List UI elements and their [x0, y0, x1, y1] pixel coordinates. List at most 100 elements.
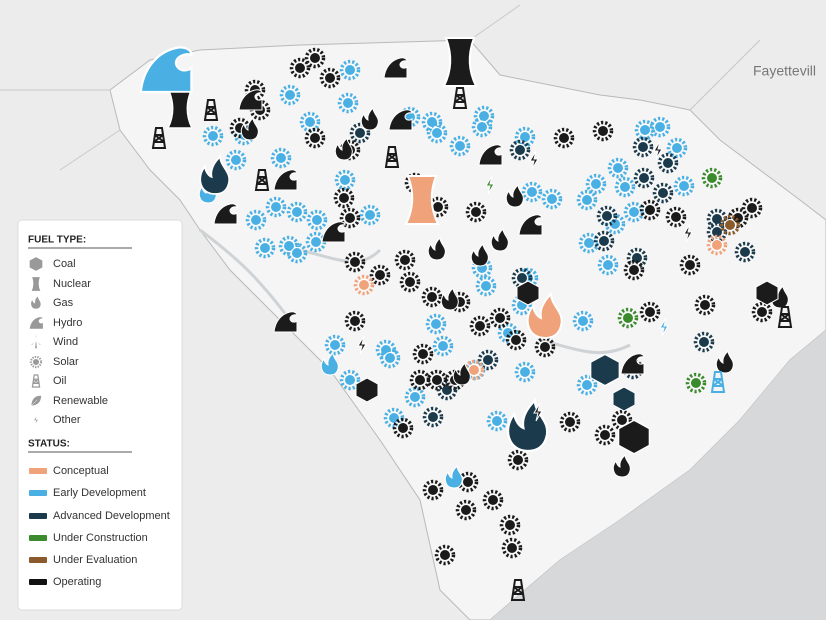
facility-marker [590, 353, 620, 387]
sun-rays [592, 120, 614, 142]
facility-marker [455, 499, 477, 521]
facility-marker [392, 417, 414, 439]
sun-rays [576, 189, 598, 211]
facility-marker [576, 374, 598, 396]
border-line [0, 4, 761, 171]
icon-shape [612, 386, 636, 412]
sun-rays [477, 349, 499, 371]
sun-rays [521, 181, 543, 203]
sun-core [437, 340, 449, 352]
facility-marker [151, 127, 167, 149]
sun-rays [741, 197, 763, 219]
facility-marker [383, 57, 408, 79]
legend-item: Coal [53, 258, 76, 270]
facility-marker [465, 201, 487, 223]
legend: FUEL TYPE: STATUS: Coal Nuclear Gas Hydro Wi… [17, 219, 183, 611]
sun-core [654, 121, 666, 133]
sun-rays [425, 313, 447, 335]
icon-shape [683, 223, 693, 243]
sun-core [349, 256, 361, 268]
legend-item: Advanced Development [53, 510, 170, 522]
sun-rays [270, 147, 292, 169]
icon-shape [755, 280, 779, 306]
facility-marker [518, 214, 543, 236]
sun-core [338, 192, 350, 204]
facility-marker [541, 188, 563, 210]
facility-marker [320, 351, 339, 376]
facility-marker [623, 201, 645, 223]
sun-core [270, 201, 282, 213]
facility-marker [469, 315, 491, 337]
sun-core [644, 306, 656, 318]
sun-rays [593, 230, 615, 252]
sun-core [699, 299, 711, 311]
facility-marker [578, 232, 600, 254]
facility-marker [359, 204, 381, 226]
icon-shape [440, 286, 459, 311]
facility-marker [321, 221, 346, 243]
sun-core [309, 132, 321, 144]
facility-marker [278, 235, 300, 257]
sun-rays [29, 355, 43, 369]
sun-core [470, 206, 482, 218]
facility-marker [422, 479, 444, 501]
sun-core [294, 62, 306, 74]
facility-marker [339, 369, 361, 391]
sun-core [291, 206, 303, 218]
ocean [490, 330, 826, 620]
sun-rays [245, 209, 267, 231]
legend-swatch [29, 490, 47, 496]
facility-marker [510, 579, 526, 601]
facility-marker [514, 126, 536, 148]
icon-shape [485, 175, 495, 195]
facility-marker [710, 371, 726, 393]
sun-core [510, 334, 522, 346]
sun-core [577, 315, 589, 327]
legend-icon [33, 414, 39, 426]
sun-core [460, 504, 472, 516]
sun-rays [652, 182, 674, 204]
sun-rays [319, 67, 341, 89]
sun-core [426, 116, 438, 128]
facility-marker [344, 251, 366, 273]
facility-marker [665, 206, 687, 228]
facility-marker [596, 205, 618, 227]
icon-shape [30, 295, 42, 310]
facility-marker [485, 175, 495, 195]
icon-shape [213, 203, 238, 225]
sun-rays [304, 47, 326, 69]
sun-core [309, 52, 321, 64]
facility-marker [139, 46, 193, 94]
facility-marker [355, 377, 379, 403]
facility-marker [657, 152, 679, 174]
sun-rays [344, 251, 366, 273]
icon-shape [659, 317, 669, 337]
facility-marker [270, 147, 292, 169]
sun-rays [594, 424, 616, 446]
sun-rays [392, 417, 414, 439]
icon-shape [238, 89, 263, 111]
legend-item: Under Evaluation [53, 554, 137, 566]
legend-swatch [29, 557, 47, 563]
sun-rays [541, 188, 563, 210]
icon-shape [529, 150, 539, 170]
sun-rays [499, 514, 521, 536]
oil-derrick [510, 579, 526, 601]
sun-core [502, 327, 514, 339]
sun-core [519, 131, 531, 143]
sun-rays [394, 249, 416, 271]
oil-derrick [452, 87, 468, 109]
sun-core [487, 494, 499, 506]
leaf [30, 395, 42, 407]
facility-marker [659, 317, 669, 337]
facility-marker [755, 280, 779, 306]
facility-marker [452, 87, 468, 109]
sun-core [474, 320, 486, 332]
sun-rays [578, 232, 600, 254]
sun-rays [432, 335, 454, 357]
facility-marker [273, 311, 298, 333]
sun-core [739, 246, 751, 258]
icon-shape [30, 335, 42, 349]
facility-marker [652, 182, 674, 204]
facility-marker [213, 203, 238, 225]
